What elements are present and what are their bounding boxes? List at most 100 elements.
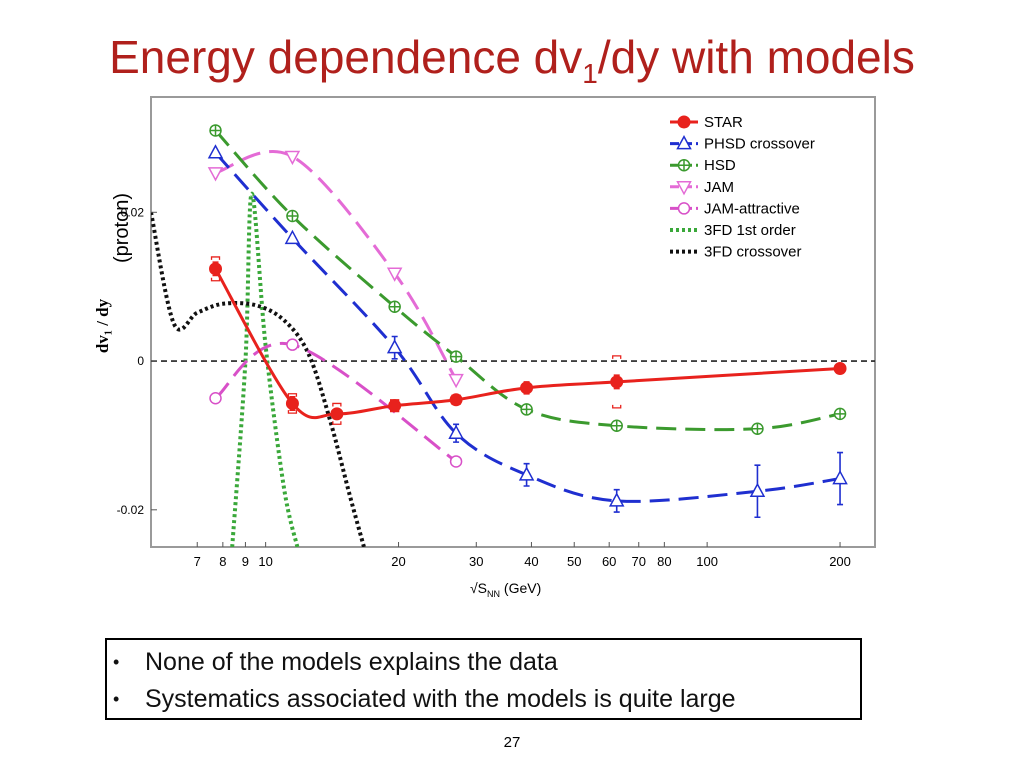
legend-marker [676,135,692,150]
series-line-3fd-crossover [151,211,366,547]
series-line-3fd-1st-order [230,191,300,547]
series-3fd-1st-order [230,191,300,547]
data-point [449,350,463,363]
x-tick-label: 40 [524,554,538,569]
x-axis-label: √SNN (GeV) [470,580,541,599]
series-line-jam [215,150,458,381]
data-point [608,492,625,507]
y-tick-label: 0.02 [121,205,145,219]
series-hsd [209,124,847,435]
data-point [832,469,848,485]
legend-item-3fd-crossover: 3FD crossover [670,244,802,261]
data-point [207,144,224,159]
bullet-icon: • [113,689,120,709]
series-phsd-crossover [207,144,848,519]
data-point [449,393,463,407]
data-point [833,361,847,375]
legend-marker [677,115,691,129]
sys-bracket [612,355,622,409]
x-tick-label: 60 [602,554,616,569]
data-point-cross [389,301,401,313]
legend-item-jam-attractive: JAM-attractive [670,200,800,217]
legend-item-jam: JAM [670,179,734,196]
data-point [449,455,463,468]
data-point [286,338,299,351]
data-point [448,373,464,389]
legend-label: HSD [704,157,736,174]
bullet-text: None of the models explains the data [145,648,558,676]
bullet-item: • None of the models explains the data [107,644,857,680]
x-tick-label: 8 [219,554,226,569]
legend-marker [677,158,691,172]
data-point [284,150,301,166]
x-tick-label: 9 [242,554,249,569]
x-axis-label-suffix: (GeV) [500,580,541,596]
legend-item-3fd-1st-order: 3FD 1st order [670,222,796,239]
title-main: Energy dependence dv [109,31,583,83]
legend-label: 3FD 1st order [704,222,796,239]
legend-marker [676,181,692,196]
chart: 7 8 9 10 20 30 40 50 60 70 80 100 200 0.02 0 -0.02 STAR… [93,96,876,599]
legend-marker-cross [678,159,690,171]
title-tail: /dy with models [597,31,915,83]
data-point [751,422,764,435]
series-jam [207,150,464,389]
data-point [610,419,623,433]
data-point [209,262,223,276]
y-axis-label: dv₁ / dy [93,298,112,353]
series-jam-attractive [209,338,463,468]
title-subscript: 1 [582,58,598,90]
data-point-cross [751,423,763,435]
x-tick-label: 200 [829,554,851,569]
data-point [209,124,222,137]
data-point [520,403,533,416]
plot-frame [150,96,876,548]
sys-bracket [210,256,221,282]
data-point [833,407,847,421]
legend-item-hsd: HSD [670,157,736,174]
page-number: 27 [503,734,521,751]
x-tick-label: 10 [258,554,272,569]
bullet-item: • Systematics associated with the models… [107,681,857,717]
data-point [286,209,299,223]
data-point-cross [834,408,846,420]
series-line-jam-attractive [214,341,457,463]
data-point [386,267,403,282]
sys-bracket [332,402,342,425]
legend-item-star: STAR [670,114,743,131]
data-point [284,229,301,245]
notes-box: • None of the models explains the data •… [105,638,862,720]
x-axis-label-prefix: √S [470,580,487,596]
data-point [209,391,222,405]
data-point [520,381,534,395]
data-point [388,300,401,314]
y-axis-outer-label: (proton) [111,193,133,263]
legend-label: PHSD crossover [704,136,815,153]
legend-label: JAM [704,179,734,196]
data-point-cross [210,124,222,136]
data-point-cross [521,403,533,415]
data-point [386,339,403,354]
series-star [209,256,847,425]
data-point [610,375,624,389]
x-tick-label: 20 [391,554,405,569]
x-tick-label: 7 [194,554,201,569]
data-point [448,424,464,439]
data-point [518,466,535,481]
legend-label: STAR [704,114,743,131]
slide-title: Energy dependence dv1/dy with models [0,30,1024,90]
x-tick-label: 80 [657,554,671,569]
legend-label: JAM-attractive [704,200,800,217]
data-point-cross [286,210,298,222]
bullet-text: Systematics associated with the models i… [145,685,736,713]
x-tick-label: 30 [469,554,483,569]
y-tick-label: -0.02 [117,503,145,517]
x-tick-label: 100 [696,554,718,569]
x-tick-label: 70 [632,554,646,569]
series-3fd-crossover [151,211,366,547]
data-point [330,407,344,421]
legend-item-phsd-crossover: PHSD crossover [670,135,815,153]
series-line-phsd-crossover [214,151,841,503]
legend: STAR PHSD crossover HSD JAM JAM-attractive 3F… [670,114,815,261]
x-tick-label: 50 [567,554,581,569]
